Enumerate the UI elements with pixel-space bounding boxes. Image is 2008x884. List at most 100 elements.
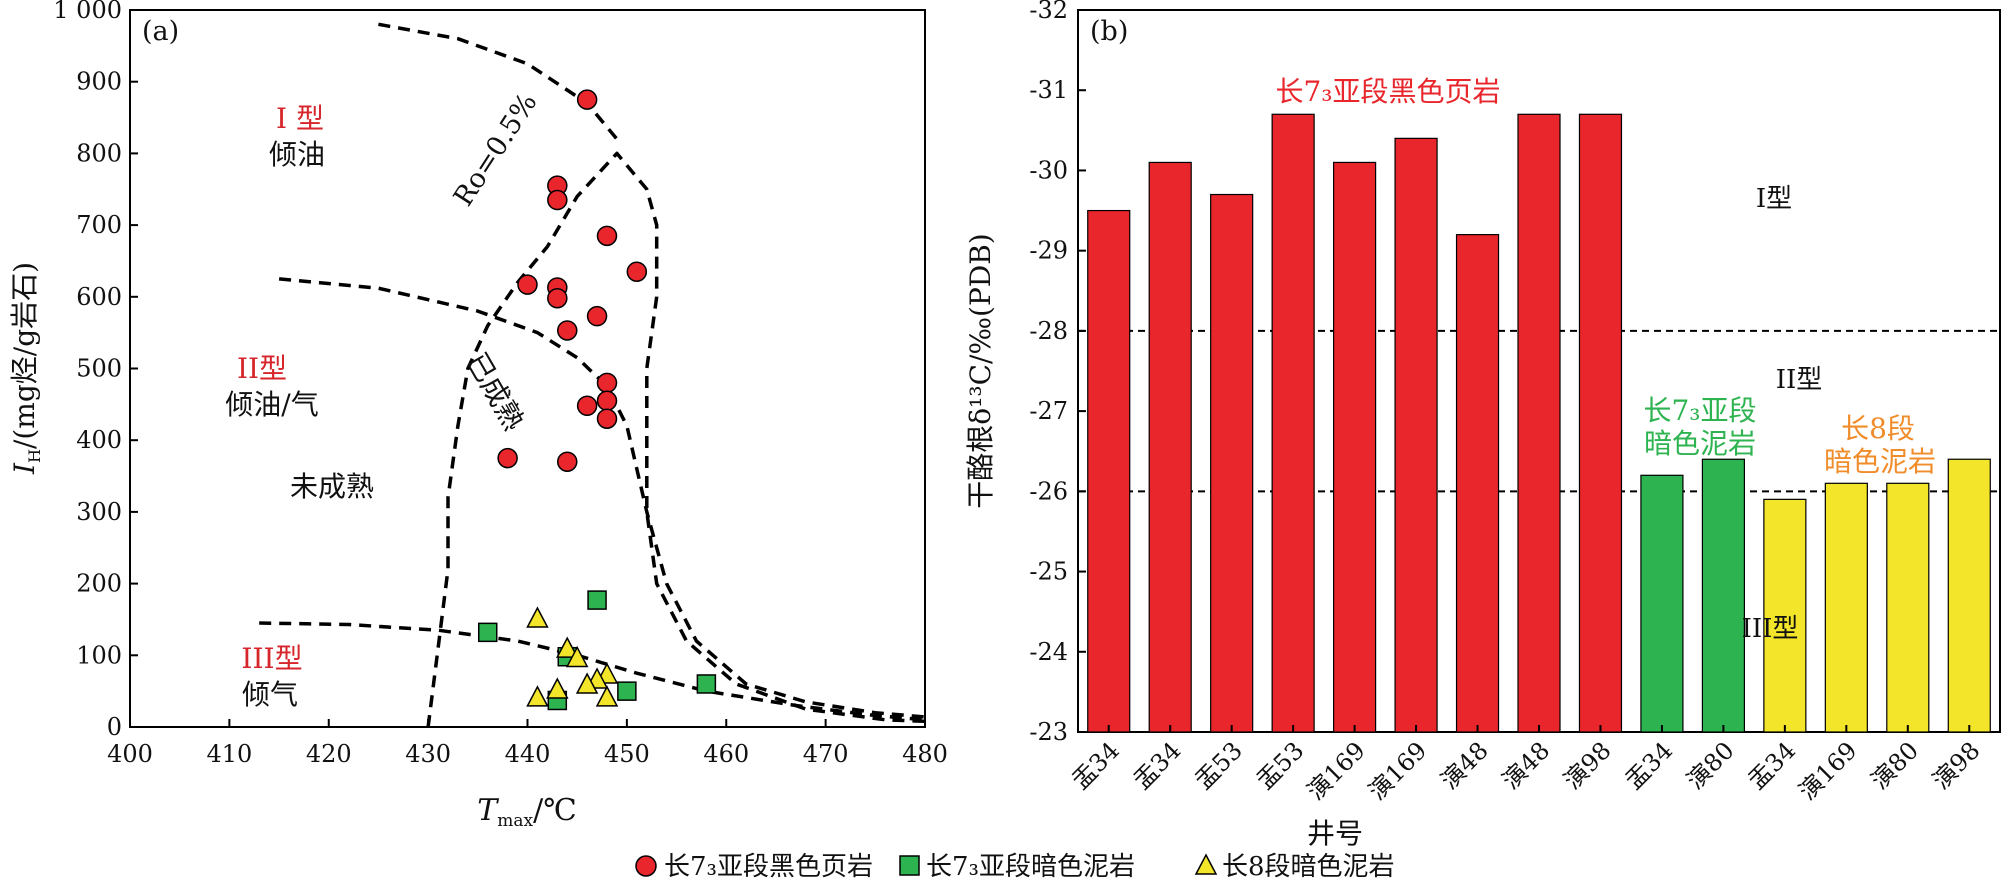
y-tick-label: 0: [107, 713, 122, 741]
x-tick-label: 演48: [1497, 736, 1555, 794]
x-tick-label: 盂34: [1620, 736, 1678, 794]
y-tick-label: 200: [76, 570, 122, 598]
bar: [1640, 474, 1684, 733]
x-tick-label: 演98: [1558, 736, 1616, 794]
annotation-type3-desc: 倾气: [242, 678, 298, 711]
x-tick-label: 演80: [1681, 736, 1739, 794]
panel-a-ih-vs-tmax: 400 410 420 430 440 450 460 470 480 0 100 200 300 40…: [8, 0, 948, 831]
annotation-type2-desc: 倾油/气: [225, 388, 318, 421]
x-tick-label: 演80: [1866, 736, 1924, 794]
y-tick-label: -30: [1029, 156, 1068, 184]
point-black-shale: [547, 189, 568, 211]
x-tick-label: 演169: [1302, 736, 1371, 805]
point-black-shale: [576, 395, 598, 417]
x-tick-label: 演98: [1927, 736, 1985, 794]
panel-a-x-axis: 400 410 420 430 440 450 460 470 480: [107, 719, 948, 768]
bar: [1701, 458, 1746, 733]
annotation-type2: II型: [237, 352, 287, 385]
legend-label-black-shale: 长7₃亚段黑色页岩: [664, 852, 873, 882]
x-tick-label: 440: [505, 740, 551, 768]
x-tick-label: 演169: [1793, 736, 1862, 805]
y-tick-label: -23: [1029, 718, 1068, 746]
x-tick-label: 480: [902, 740, 948, 768]
panel-b-y-title: 干酪根δ¹³C/‰(PDB): [964, 233, 997, 508]
point-dark-mudstone-8: [546, 677, 569, 699]
legend: 长7₃亚段黑色页岩 长7₃亚段暗色泥岩 长8段暗色泥岩: [635, 852, 1395, 882]
point-dark-mudstone-7: [587, 590, 607, 610]
annotation-b-type2: II型: [1776, 365, 1823, 395]
y-tick-label: -29: [1029, 237, 1068, 265]
bar: [1824, 482, 1868, 733]
annotation-b-type1: I型: [1756, 184, 1792, 214]
annotation-yellow-group-line2: 暗色泥岩: [1824, 445, 1936, 478]
x-tick-label: 演48: [1435, 736, 1493, 794]
annotation-ro: Ro=0.5%: [448, 88, 544, 212]
panel-a-x-title: Tmax/℃: [477, 793, 577, 831]
y-tick-label: 100: [76, 641, 122, 669]
bar: [1148, 161, 1192, 733]
y-tick-label: -24: [1029, 638, 1068, 666]
curve-type_II_III: [259, 621, 926, 722]
panel-b-y-axis: -32 -31 -30 -29 -28 -27 -26 -25 -24 -23: [1029, 0, 1086, 746]
annotation-yellow-group-line1: 长8段: [1841, 412, 1915, 445]
annotation-green-group-line1: 长7₃亚段: [1643, 394, 1756, 427]
bar: [1394, 137, 1438, 733]
panel-b-label: (b): [1090, 16, 1128, 47]
bar: [1087, 209, 1131, 733]
annotation-type1-desc: 倾油: [269, 138, 325, 171]
bar: [1578, 113, 1623, 733]
annotation-red-group: 长7₃亚段黑色页岩: [1275, 75, 1500, 108]
x-tick-label: 460: [703, 740, 749, 768]
bar: [1210, 193, 1254, 733]
x-tick-label: 420: [306, 740, 352, 768]
point-dark-mudstone-8: [595, 685, 619, 707]
y-tick-label: -32: [1029, 0, 1068, 24]
bar: [1886, 482, 1930, 733]
legend-label-dark-mudstone-8: 长8段暗色泥岩: [1222, 852, 1395, 882]
y-tick-label: 300: [76, 498, 122, 526]
annotation-green-group-line2: 暗色泥岩: [1644, 427, 1756, 460]
x-tick-label: 盂34: [1067, 736, 1125, 794]
x-tick-label: 470: [803, 740, 849, 768]
y-tick-label: -31: [1029, 76, 1068, 104]
point-black-shale: [517, 274, 538, 295]
point-black-shale: [596, 225, 618, 247]
y-tick-label: -27: [1029, 397, 1068, 425]
annotation-type1: I 型: [276, 102, 324, 135]
bar: [1947, 458, 1991, 733]
y-tick-label: 400: [76, 426, 122, 454]
panel-a-boundary-curves: [259, 22, 926, 728]
curve-type_I_II: [278, 277, 926, 719]
x-tick-label: 450: [604, 740, 650, 768]
panel-b-carbon-isotope: -32-31-30-29-28-27-26-25-24-23 盂34 盂34 盂53…: [964, 0, 2001, 850]
point-dark-mudstone-8: [565, 645, 589, 668]
y-tick-label: 700: [76, 211, 122, 239]
point-dark-mudstone-8: [575, 672, 599, 694]
legend-square-marker: [899, 855, 920, 876]
point-black-shale: [596, 390, 618, 412]
y-tick-label: 800: [76, 139, 122, 167]
y-tick-label: -26: [1029, 477, 1068, 505]
point-black-shale: [497, 447, 518, 469]
annotation-immature: 未成熟: [290, 470, 374, 503]
bar: [1763, 498, 1807, 733]
bar: [1332, 161, 1377, 733]
x-tick-label: 盂53: [1190, 736, 1248, 794]
point-black-shale: [557, 320, 578, 341]
y-tick-label: 500: [76, 355, 122, 383]
point-dark-mudstone-7: [696, 674, 717, 694]
x-tick-label: 410: [206, 740, 252, 768]
y-tick-label: -25: [1029, 558, 1068, 586]
point-dark-mudstone-8: [526, 606, 549, 628]
point-dark-mudstone-7: [617, 681, 637, 701]
point-black-shale: [547, 287, 568, 309]
y-tick-label: 900: [76, 68, 122, 96]
legend-triangle-marker: [1194, 853, 1218, 875]
legend-circle-marker: [635, 855, 657, 877]
y-tick-label: 1 000: [53, 0, 122, 24]
x-tick-label: 盂34: [1128, 736, 1186, 794]
bar: [1271, 113, 1315, 733]
y-tick-label: 600: [76, 283, 122, 311]
